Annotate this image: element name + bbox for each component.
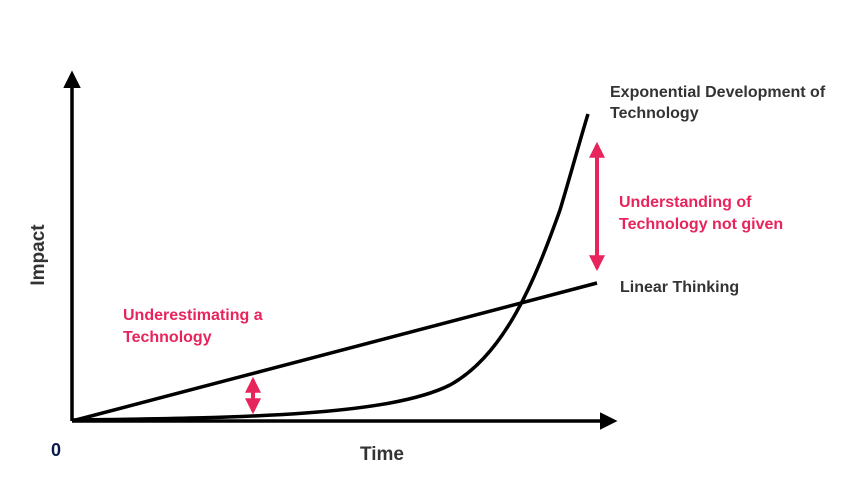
underestimating-label-line2: Technology — [123, 329, 212, 346]
x-axis-label: Time — [360, 444, 404, 465]
underestimating-label-line1: Underestimating a — [123, 307, 263, 324]
understanding-label-line2: Technology not given — [619, 216, 783, 233]
exponential-label-line1: Exponential Development of — [610, 84, 826, 101]
linear-thinking-label: Linear Thinking — [620, 279, 739, 296]
exponential-curve — [71, 113, 590, 422]
exponential-label-line2: Technology — [610, 105, 699, 122]
origin-label: 0 — [51, 440, 61, 460]
y-axis-label: Impact — [28, 224, 49, 286]
linear-thinking-line — [71, 281, 598, 423]
understanding-label-line1: Understanding of — [619, 194, 752, 211]
